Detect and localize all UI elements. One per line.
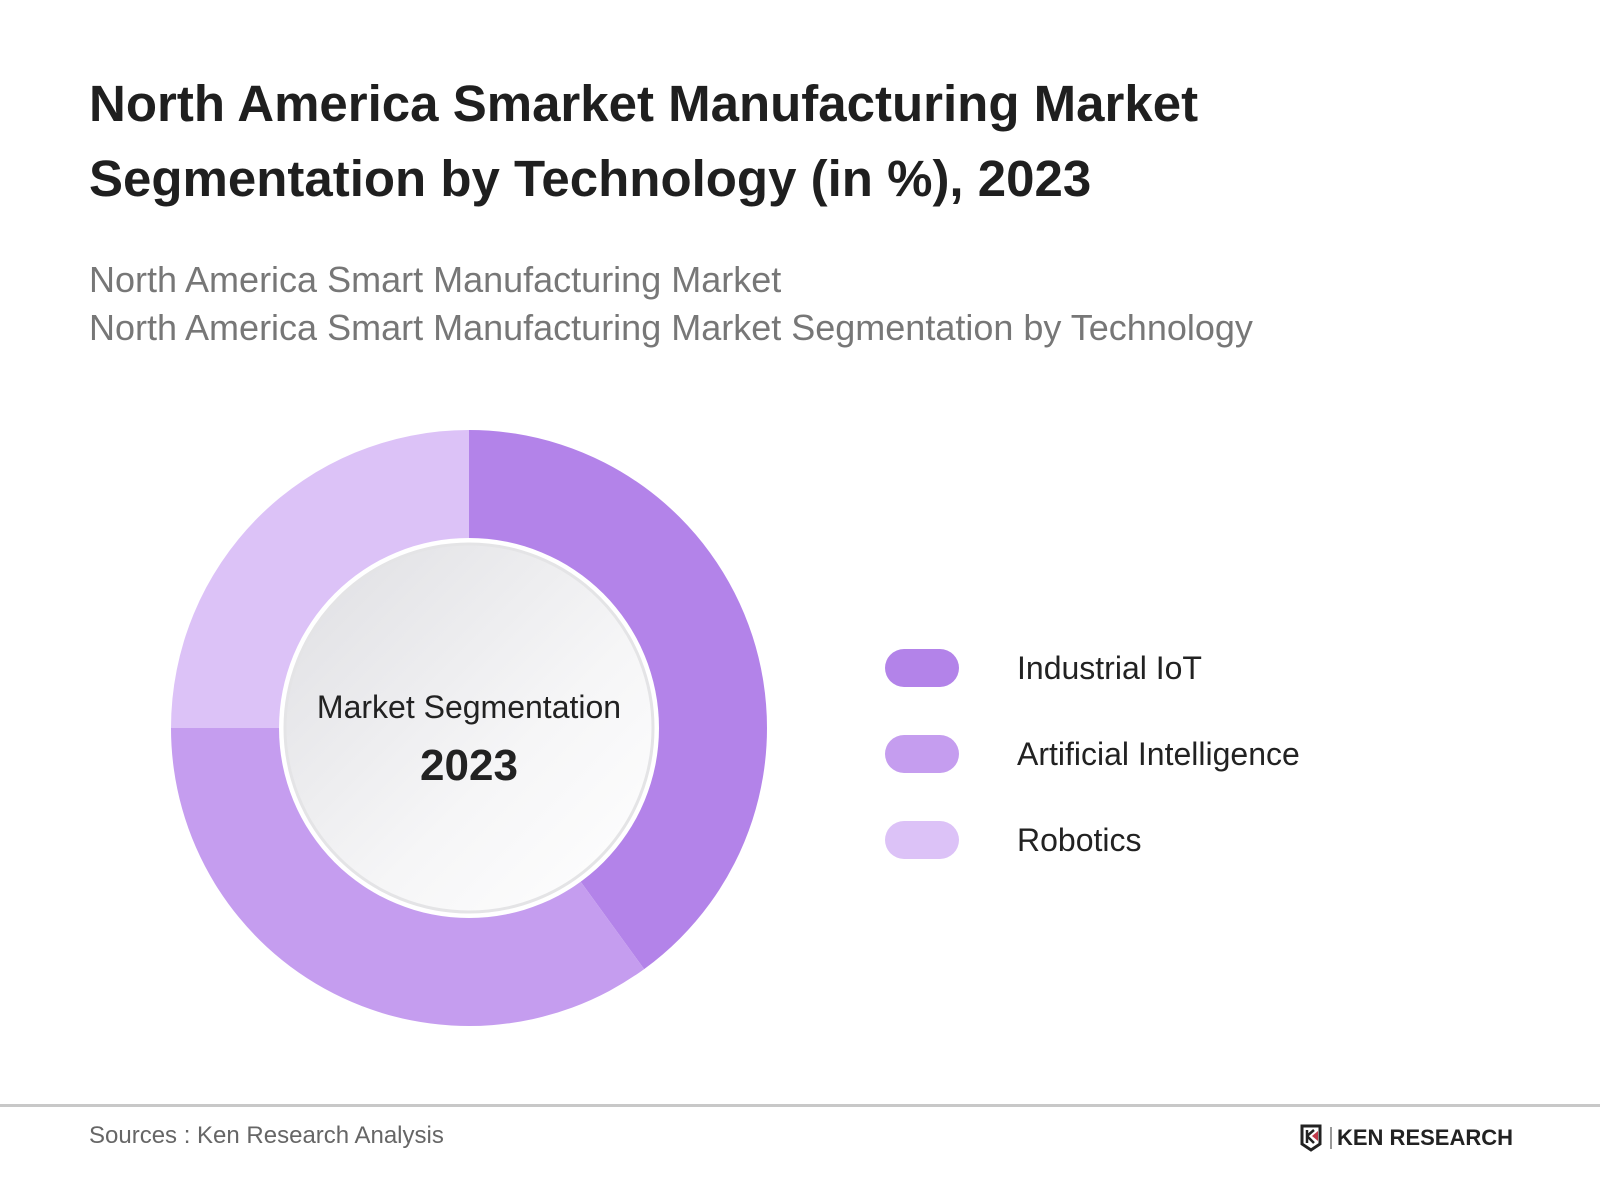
- ken-research-logo: KEN RESEARCH: [1300, 1124, 1513, 1152]
- donut-slice-industrial-iot: [469, 430, 768, 970]
- legend-swatch: [885, 821, 959, 859]
- center-value: 2023: [420, 741, 518, 790]
- logo-text: KEN RESEARCH: [1337, 1125, 1514, 1150]
- legend-label: Robotics: [1017, 821, 1142, 858]
- title-line-2: Segmentation by Technology (in %), 2023: [89, 150, 1092, 207]
- legend-item-robotics: Robotics: [885, 797, 1300, 883]
- legend-item-industrial-iot: Industrial IoT: [885, 625, 1300, 711]
- legend-label: Industrial IoT: [1017, 649, 1202, 686]
- chart-title: North America Smarket Manufacturing Mark…: [89, 66, 1489, 216]
- legend: Industrial IoT Artificial Intelligence R…: [885, 625, 1300, 883]
- legend-swatch: [885, 735, 959, 773]
- title-line-1: North America Smarket Manufacturing Mark…: [89, 75, 1199, 132]
- legend-label: Artificial Intelligence: [1017, 735, 1300, 772]
- footer-divider: [0, 1104, 1600, 1107]
- legend-swatch: [885, 649, 959, 687]
- logo-shield-icon: [1300, 1124, 1322, 1152]
- source-note: Sources : Ken Research Analysis: [89, 1122, 444, 1149]
- legend-item-artificial-intelligence: Artificial Intelligence: [885, 711, 1300, 797]
- donut-slice-robotics: [171, 430, 469, 728]
- center-label: Market Segmentation: [317, 689, 621, 725]
- donut-slice-artificial-intelligence: [171, 728, 645, 1026]
- subtitle-line-1: North America Smart Manufacturing Market: [89, 259, 782, 300]
- center-disc: [283, 542, 655, 914]
- subtitle-line-2: North America Smart Manufacturing Market…: [89, 307, 1253, 348]
